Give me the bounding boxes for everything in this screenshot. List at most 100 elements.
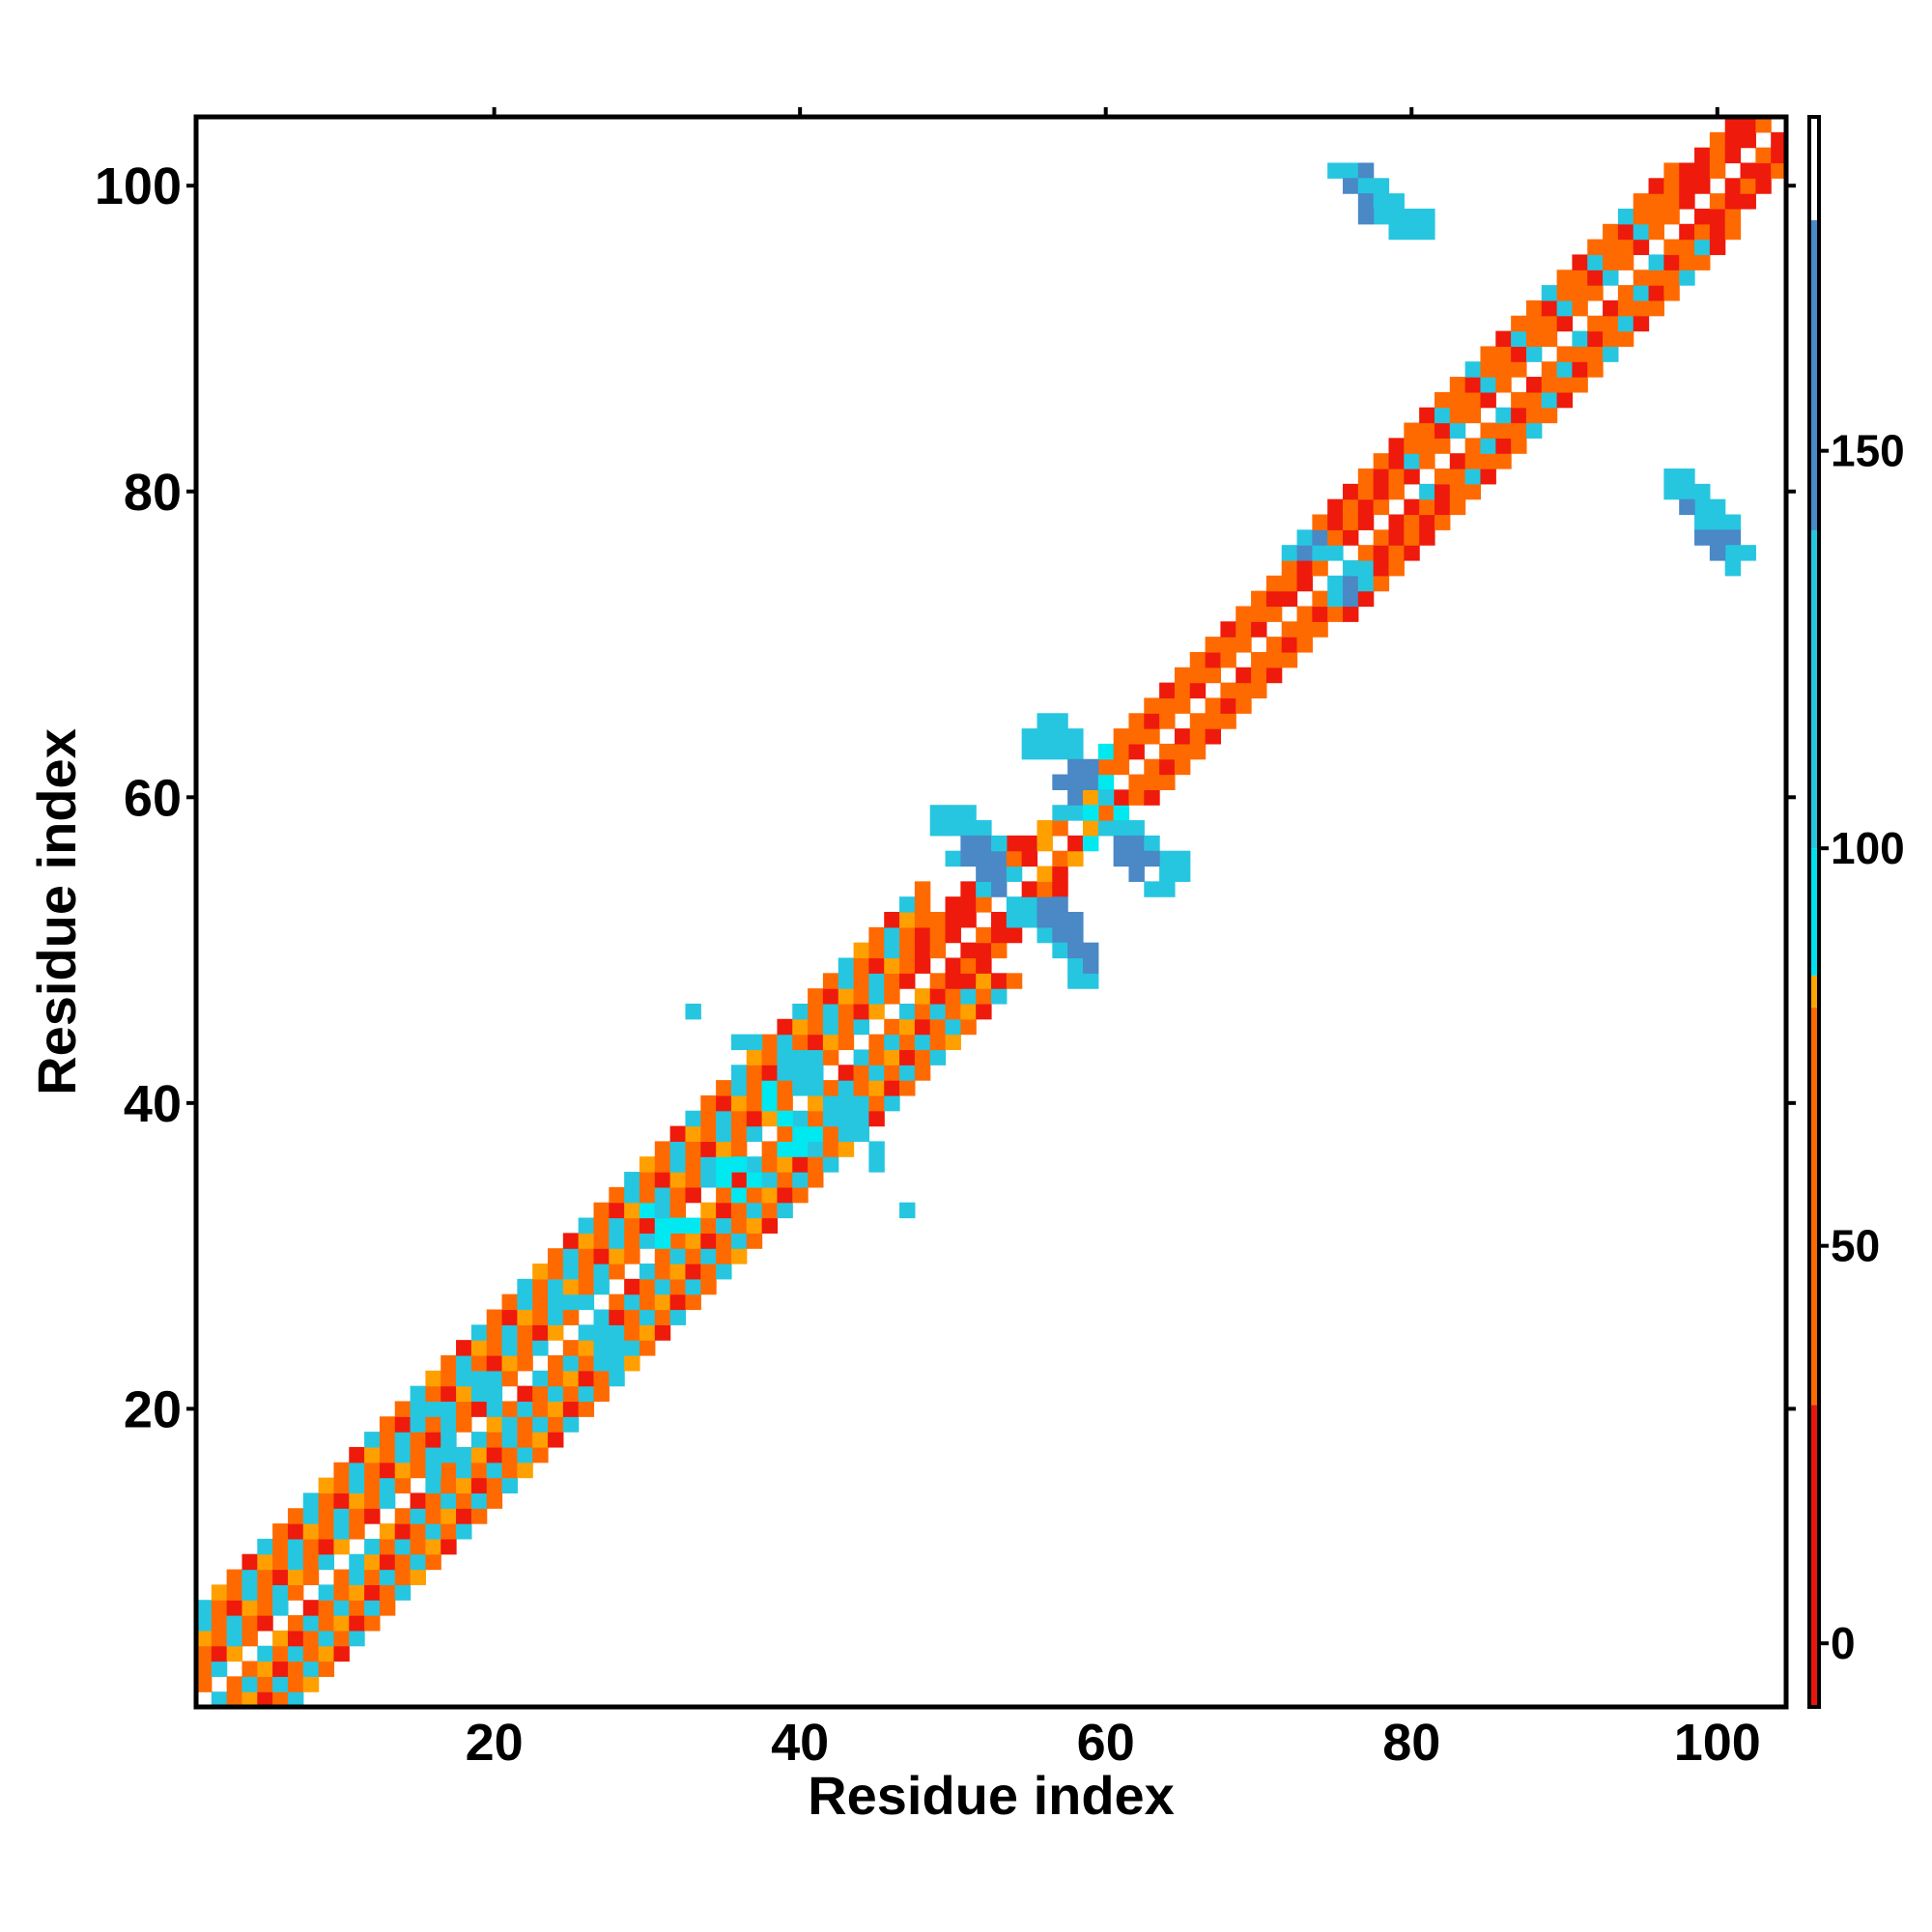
heatmap-cell — [777, 1049, 793, 1065]
heatmap-cell — [548, 1416, 564, 1433]
plot-frame — [193, 114, 1789, 1710]
heatmap-cell — [302, 1492, 320, 1509]
heatmap-cell — [868, 1141, 885, 1157]
heatmap-cell — [1205, 637, 1222, 653]
heatmap-cell — [1449, 377, 1466, 393]
heatmap-cell — [1495, 377, 1512, 393]
heatmap-cell — [1189, 713, 1207, 729]
heatmap-cell — [639, 1186, 656, 1204]
heatmap-cell — [1724, 514, 1742, 530]
heatmap-cell — [624, 1324, 640, 1341]
heatmap-cell — [364, 1553, 381, 1571]
heatmap-cell — [364, 1446, 381, 1463]
heatmap-cell — [440, 1523, 457, 1540]
heatmap-cell — [1572, 377, 1588, 393]
heatmap-cell — [1740, 117, 1756, 133]
heatmap-cell — [1343, 529, 1359, 546]
heatmap-cell — [486, 1340, 503, 1356]
x-tick-label: 100 — [1674, 1714, 1761, 1772]
heatmap-cell — [1495, 422, 1512, 439]
heatmap-cell — [609, 1324, 625, 1341]
heatmap-cell — [1144, 850, 1160, 867]
heatmap-cell — [1648, 254, 1664, 270]
heatmap-cell — [379, 1553, 396, 1571]
heatmap-cell — [1327, 529, 1344, 546]
heatmap-cell — [1159, 881, 1176, 897]
heatmap-cell — [1021, 912, 1038, 928]
heatmap-cell — [364, 1492, 381, 1509]
heatmap-cell — [1343, 483, 1359, 500]
heatmap-cell — [196, 1661, 213, 1677]
heatmap-cell — [730, 1125, 748, 1143]
heatmap-cell — [1709, 545, 1726, 561]
heatmap-cell — [1220, 697, 1236, 714]
heatmap-cell — [302, 1676, 320, 1692]
heatmap-cell — [1541, 361, 1558, 378]
colorbar-segment — [1809, 848, 1819, 976]
heatmap-cell — [242, 1676, 258, 1692]
heatmap-cell — [669, 1293, 687, 1311]
heatmap-cell — [593, 1217, 610, 1234]
heatmap-cell — [960, 942, 977, 959]
heatmap-cell — [1587, 346, 1604, 362]
heatmap-cell — [333, 1492, 350, 1509]
heatmap-cell — [746, 1065, 763, 1081]
heatmap-cell — [1679, 193, 1695, 210]
heatmap-cell — [410, 1523, 427, 1540]
heatmap-cell — [1113, 758, 1130, 776]
heatmap-cell — [884, 973, 900, 989]
heatmap-cell — [394, 1523, 412, 1540]
heatmap-cell — [1265, 637, 1283, 653]
heatmap-cell — [1480, 377, 1496, 393]
heatmap-cell — [1220, 713, 1236, 729]
heatmap-cell — [1296, 606, 1313, 622]
heatmap-cell — [548, 1401, 564, 1417]
heatmap-cell — [700, 1217, 717, 1234]
heatmap-cell — [1189, 743, 1207, 760]
heatmap-cell — [257, 1645, 273, 1662]
heatmap-cell — [287, 1538, 304, 1555]
heatmap-cell — [1617, 315, 1634, 332]
heatmap-cell — [746, 1172, 763, 1188]
heatmap-cell — [639, 1264, 656, 1280]
heatmap-cell — [318, 1661, 335, 1677]
heatmap-cell — [853, 1094, 869, 1112]
heatmap-cell — [379, 1477, 396, 1494]
heatmap-cell — [1236, 621, 1252, 638]
heatmap-cell — [1174, 743, 1191, 760]
heatmap-cell — [287, 1584, 304, 1601]
heatmap-cell — [593, 1340, 610, 1356]
heatmap-cell — [425, 1432, 441, 1448]
heatmap-cell — [578, 1354, 595, 1372]
heatmap-cell — [1480, 361, 1496, 378]
heatmap-cell — [1174, 728, 1191, 745]
heatmap-cell — [991, 942, 1008, 959]
heatmap-cell — [364, 1615, 381, 1632]
heatmap-cell — [1021, 743, 1038, 760]
heatmap-cell — [257, 1569, 273, 1585]
heatmap-cell — [1617, 299, 1634, 317]
heatmap-cell — [853, 1018, 869, 1036]
heatmap-cell — [1220, 682, 1236, 699]
heatmap-cell — [1434, 469, 1451, 485]
heatmap-cell — [425, 1508, 441, 1524]
heatmap-cell — [914, 1034, 931, 1051]
heatmap-cell — [700, 1248, 717, 1264]
heatmap-cell — [532, 1401, 549, 1417]
heatmap-cell — [792, 1186, 809, 1204]
heatmap-cell — [899, 1049, 916, 1065]
heatmap-cell — [808, 1018, 824, 1036]
heatmap-cell — [1006, 926, 1023, 944]
heatmap-cell — [1480, 438, 1496, 454]
heatmap-cell — [272, 1600, 289, 1616]
heatmap-cell — [1419, 407, 1435, 424]
heatmap-cell — [761, 1094, 779, 1112]
heatmap-cell — [242, 1569, 258, 1585]
heatmap-cell — [838, 973, 855, 989]
heatmap-cell — [1648, 193, 1664, 210]
heatmap-cell — [945, 912, 961, 928]
heatmap-cell — [456, 1416, 472, 1433]
heatmap-cell — [822, 1094, 839, 1112]
heatmap-cell — [1724, 545, 1742, 561]
heatmap-cell — [562, 1354, 580, 1372]
